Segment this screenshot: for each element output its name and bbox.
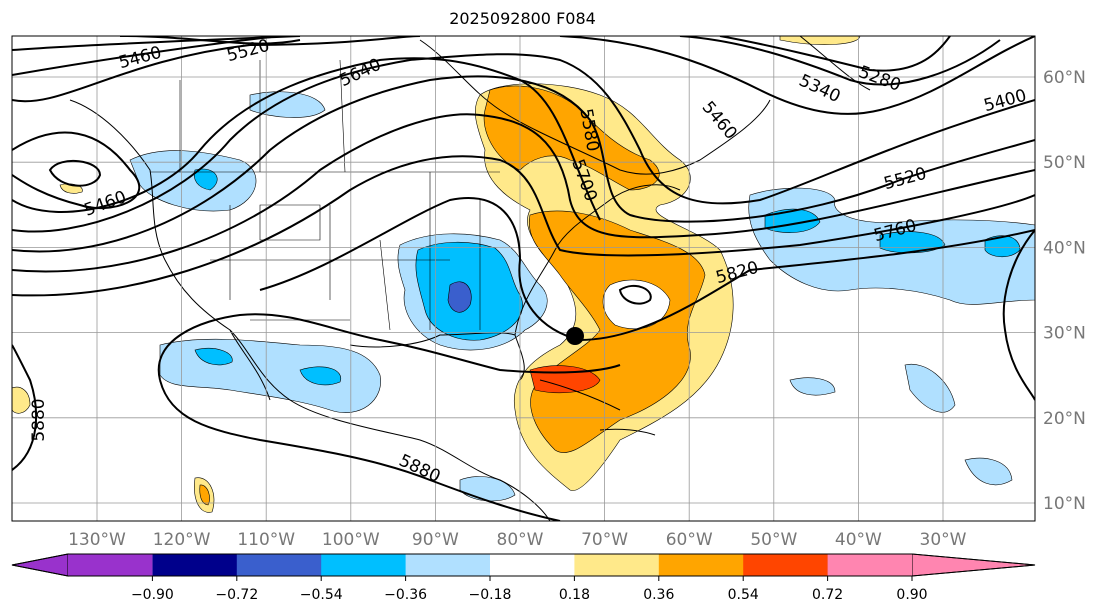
storm-center-dot: [566, 327, 584, 345]
colorbar-high-extend: [911, 553, 1036, 577]
contour-label: 5880: [29, 398, 49, 441]
colorbar-segment: [490, 554, 575, 576]
colorbar-segment: [236, 554, 322, 576]
colorbar-tick-label: 0.72: [812, 587, 843, 603]
longitude-label: 30°W: [920, 530, 967, 550]
longitude-labels: 130°W 120°W 110°W 100°W 90°W 80°W 70°W 60°W 50°W…: [68, 530, 967, 550]
latitude-label: 50°N: [1043, 153, 1086, 173]
longitude-label: 80°W: [497, 530, 544, 550]
colorbar-tick-label: 0.90: [896, 587, 927, 603]
colorbar-tick-label: −0.54: [300, 587, 343, 603]
colorbar-segment: [321, 554, 407, 576]
colorbar-segment: [68, 554, 153, 576]
colorbar-segment: [574, 554, 660, 576]
colorbar-segment: [827, 554, 912, 576]
longitude-label: 130°W: [68, 530, 126, 550]
colorbar: −0.90 −0.72 −0.54 −0.36 −0.18 0.18 0.36 0.54 0.7…: [11, 553, 1036, 603]
colorbar-tick-label: 0.36: [643, 587, 674, 603]
colorbar-segment: [152, 554, 238, 576]
colorbar-tick-label: 0.54: [728, 587, 759, 603]
map-frame: [11, 35, 1036, 522]
longitude-label: 110°W: [237, 530, 295, 550]
figure-title: 2025092800 F084: [449, 9, 596, 28]
longitude-label: 50°W: [750, 530, 797, 550]
latitude-label: 40°N: [1043, 238, 1086, 258]
colorbar-tick-label: −0.90: [131, 587, 174, 603]
longitude-label: 40°W: [835, 530, 882, 550]
longitude-label: 100°W: [322, 530, 380, 550]
longitude-label: 60°W: [666, 530, 713, 550]
latitude-label: 20°N: [1043, 409, 1086, 429]
colorbar-tick-label: −0.72: [215, 587, 258, 603]
height-contours: [12, 36, 1035, 521]
longitude-label: 90°W: [412, 530, 459, 550]
colorbar-low-extend: [11, 553, 69, 577]
latitude-label: 30°N: [1043, 324, 1086, 344]
latitude-label: 60°N: [1043, 68, 1086, 88]
colorbar-tick-label: −0.18: [469, 587, 512, 603]
colorbar-tick-label: −0.36: [384, 587, 427, 603]
colorbar-tick-label: 0.18: [559, 587, 590, 603]
latitude-labels: 60°N 50°N 40°N 30°N 20°N 10°N: [1043, 68, 1086, 514]
colorbar-segment: [743, 554, 829, 576]
longitude-label: 120°W: [153, 530, 211, 550]
colorbar-segment: [658, 554, 744, 576]
colorbar-segment: [405, 554, 491, 576]
coastlines: [69, 36, 871, 521]
longitude-label: 70°W: [581, 530, 628, 550]
latitude-label: 10°N: [1043, 494, 1086, 514]
